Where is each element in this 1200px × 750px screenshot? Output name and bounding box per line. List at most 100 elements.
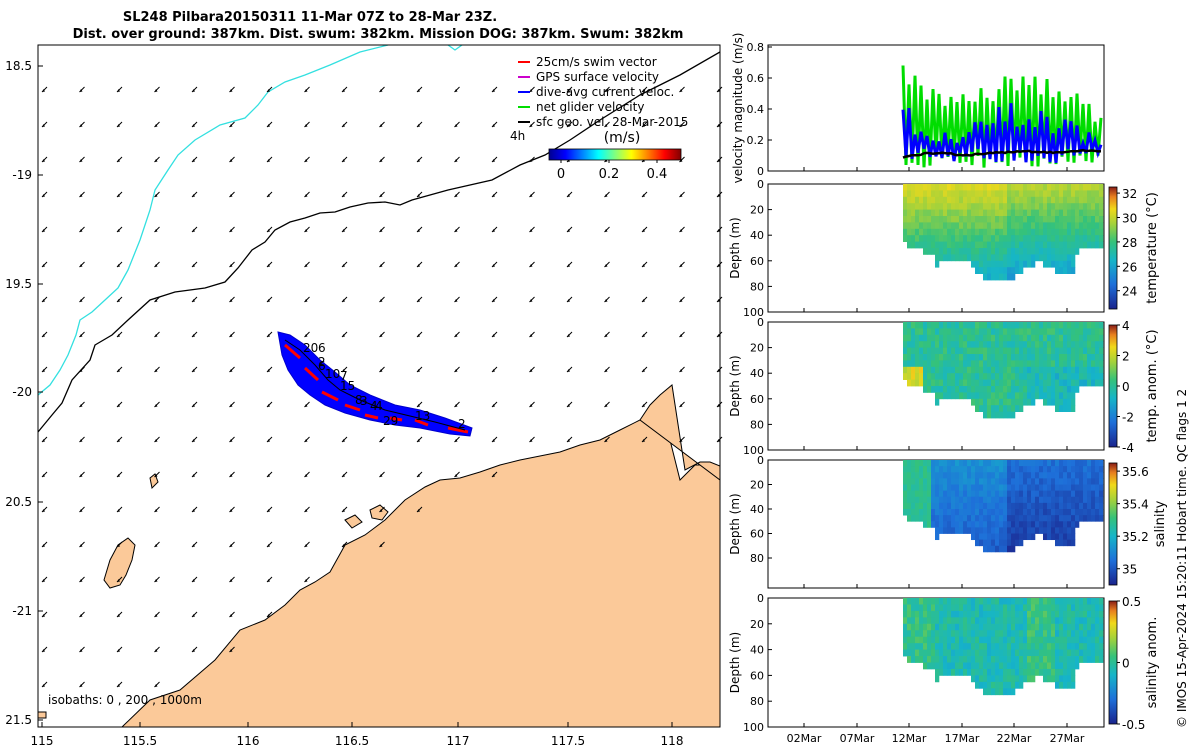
heatmap-cell — [979, 209, 984, 217]
heatmap-cell — [1063, 379, 1068, 387]
heatmap-cell — [991, 203, 996, 210]
heatmap-cell — [999, 248, 1004, 255]
heatmap-cell — [1063, 610, 1068, 618]
heatmap-cell — [1075, 496, 1080, 504]
heatmap-cell — [991, 490, 996, 498]
heatmap-cell — [951, 248, 956, 255]
heatmap-cell — [975, 392, 980, 400]
heatmap-cell — [927, 623, 932, 631]
heatmap-cell — [1027, 636, 1032, 644]
vector-arrow-head — [492, 124, 495, 127]
heatmap-cell — [1031, 636, 1036, 644]
heatmap-cell — [943, 235, 948, 242]
heatmap-cell — [1039, 636, 1044, 644]
vector-arrow-head — [642, 229, 645, 232]
heatmap-cell — [975, 405, 980, 412]
heatmap-cell — [1067, 656, 1072, 663]
heatmap-cell — [1071, 478, 1076, 485]
vector-arrow-head — [492, 194, 495, 197]
heatmap-cell — [1035, 354, 1040, 361]
heatmap-cell — [939, 360, 944, 368]
heatmap-cell — [967, 668, 972, 676]
heatmap-cell — [911, 515, 916, 522]
heatmap-cell — [971, 322, 976, 329]
heatmap-cell — [1027, 643, 1032, 650]
heatmap-cell — [1079, 656, 1084, 663]
heatmap-cell — [987, 235, 992, 242]
heatmap-cell — [935, 675, 940, 683]
heatmap-cell — [983, 190, 988, 198]
heatmap-cell — [1087, 373, 1092, 380]
heatmap-cell — [1043, 649, 1048, 657]
heatmap-cell — [1007, 509, 1012, 516]
heatmap-cell — [1055, 366, 1060, 374]
heatmap-cell — [1055, 267, 1060, 274]
vector-arrow-head — [229, 89, 233, 92]
vector-arrow-head — [379, 544, 383, 547]
heatmap-cell — [1023, 392, 1028, 400]
heatmap-cell — [1047, 196, 1052, 204]
heatmap-cell — [1003, 636, 1008, 644]
heatmap-cell — [1007, 478, 1012, 485]
heatmap-cell — [1063, 527, 1068, 534]
heatmap-cell — [927, 643, 932, 650]
island-small-2 — [344, 514, 363, 529]
vector-arrow-head — [117, 229, 120, 232]
heatmap-cell — [1087, 328, 1092, 336]
heatmap-cell — [1003, 386, 1008, 393]
heatmap-cell — [1063, 675, 1068, 683]
vector-arrow-head — [79, 509, 83, 512]
heatmap-cell — [983, 379, 988, 387]
heatmap-cell — [991, 222, 996, 230]
heatmap-cell — [1011, 190, 1016, 198]
heatmap-cell — [1075, 248, 1080, 255]
heatmap-cell — [1011, 241, 1016, 249]
heatmap-cell — [943, 228, 948, 236]
heatmap-cell — [1051, 509, 1056, 516]
heatmap-cell — [1099, 341, 1104, 348]
heatmap-cell — [927, 328, 932, 336]
heatmap-cell — [955, 502, 960, 510]
heatmap-cell — [1011, 643, 1016, 650]
heatmap-cell — [991, 496, 996, 504]
heatmap-cell — [1055, 466, 1060, 473]
vector-arrow-head — [79, 299, 83, 302]
colorbar-tick-label: 2 — [1122, 350, 1130, 364]
heatmap-cell — [1059, 668, 1064, 676]
heatmap-cell — [1071, 675, 1076, 683]
heatmap-cell — [991, 184, 996, 191]
heatmap-cell — [991, 260, 996, 268]
vector-arrow-head — [604, 439, 608, 442]
heatmap-cell — [935, 649, 940, 657]
heatmap-cell — [911, 496, 916, 504]
heatmap-cell — [1023, 334, 1028, 342]
heatmap-cell — [1091, 515, 1096, 522]
vector-arrow-head — [529, 369, 533, 372]
heatmap-cell — [1015, 184, 1020, 191]
heatmap-cell — [987, 334, 992, 342]
heatmap-cell — [1011, 598, 1016, 605]
heatmap-cell — [1003, 490, 1008, 498]
heatmap-cell — [1067, 533, 1072, 541]
heatmap-cell — [983, 668, 988, 676]
heatmap-cell — [963, 328, 968, 336]
heatmap-cell — [907, 334, 912, 342]
heatmap-cell — [943, 478, 948, 485]
heatmap-cell — [959, 354, 964, 361]
heatmap-cell — [1011, 496, 1016, 504]
heatmap-cell — [1031, 490, 1036, 498]
heatmap-cell — [999, 190, 1004, 198]
heatmap-cell — [963, 630, 968, 638]
heatmap-cell — [907, 630, 912, 638]
heatmap-cell — [1095, 360, 1100, 368]
heatmap-cell — [919, 203, 924, 210]
vector-arrow-head — [679, 334, 683, 337]
heatmap-cell — [947, 466, 952, 473]
heatmap-cell — [935, 398, 940, 406]
heatmap-cell — [1059, 604, 1064, 612]
heatmap-cell — [1019, 681, 1024, 689]
heatmap-cell — [923, 598, 928, 605]
heatmap-cell — [951, 509, 956, 516]
heatmap-cell — [971, 598, 976, 605]
heatmap-cell — [963, 598, 968, 605]
